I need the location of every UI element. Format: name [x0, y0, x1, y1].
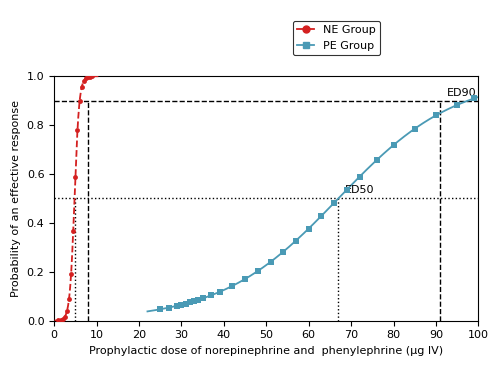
- Y-axis label: Probability of an effective response: Probability of an effective response: [11, 100, 21, 297]
- Legend: NE Group, PE Group: NE Group, PE Group: [293, 21, 380, 55]
- X-axis label: Prophylactic dose of norepinephrine and  phenylephrine (μg IV): Prophylactic dose of norepinephrine and …: [89, 346, 444, 356]
- Text: ED50: ED50: [345, 185, 374, 196]
- Text: ED90: ED90: [446, 88, 476, 98]
